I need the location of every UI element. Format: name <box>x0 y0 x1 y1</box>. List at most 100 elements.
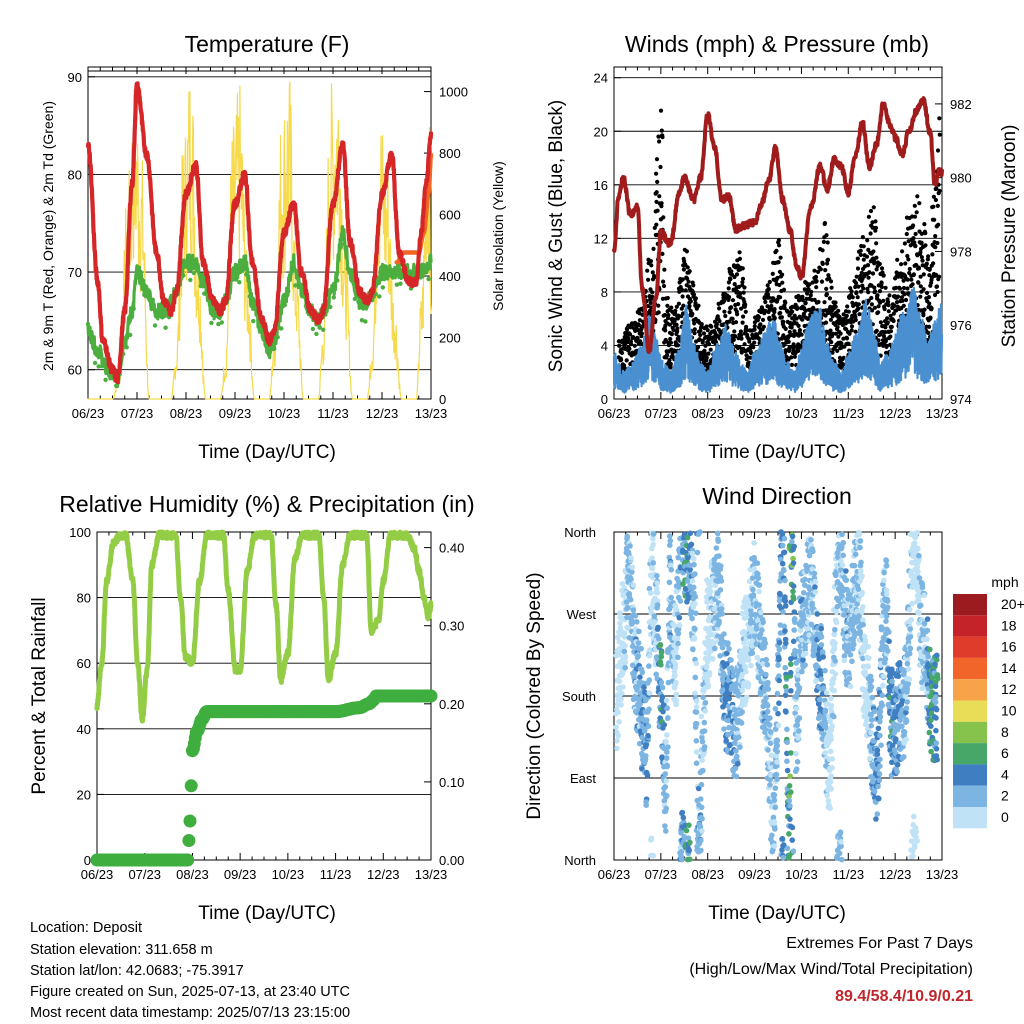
gust-point <box>935 240 940 246</box>
gust-point <box>906 257 911 262</box>
gust-point <box>646 277 651 282</box>
direction-point <box>796 728 802 734</box>
direction-point <box>692 600 698 607</box>
temperature-ytick-right-label: 600 <box>439 208 461 223</box>
gust-point <box>791 345 796 350</box>
direction-point <box>822 750 829 756</box>
direction-point <box>802 576 808 583</box>
gust-point <box>874 255 879 260</box>
temperature-xlabel: Time (Day/UTC) <box>198 442 336 463</box>
gust-point <box>920 258 925 263</box>
gust-point <box>772 316 777 321</box>
direction-point <box>677 598 684 604</box>
gust-point <box>806 287 811 292</box>
direction-point <box>790 583 797 589</box>
gust-point <box>648 300 653 305</box>
direction-point <box>843 568 849 574</box>
dewpoint-2m-point <box>251 318 256 324</box>
gust-point <box>874 241 879 246</box>
humidity-ytick-label: 40 <box>77 722 91 737</box>
gust-point <box>899 262 904 267</box>
gust-point <box>744 328 750 333</box>
direction-point <box>787 816 793 822</box>
humidity-ytick-right-label: 0.20 <box>439 697 464 712</box>
direction-point <box>673 645 680 652</box>
direction-point <box>832 626 838 633</box>
temperature-ylabel-left: 2m & 9m T (Red, Orange) & 2m Td (Green) <box>40 101 56 371</box>
direction-point <box>849 658 855 665</box>
direction-point <box>771 820 777 826</box>
temperature-ytick-right-label: 400 <box>439 269 461 284</box>
gust-point <box>741 290 746 295</box>
direction-point <box>691 635 698 642</box>
direction-point <box>656 636 662 642</box>
direction-point <box>712 645 718 652</box>
direction-point <box>818 676 824 683</box>
gust-point <box>652 225 657 230</box>
direction-point <box>784 726 790 733</box>
direction-xtick-label: 06/23 <box>598 867 631 882</box>
direction-point <box>840 552 846 559</box>
gust-point <box>901 303 906 308</box>
direction-point <box>808 537 814 543</box>
gust-point <box>740 276 746 281</box>
gust-point <box>700 338 705 343</box>
winds-ylabel-right: Station Pressure (Maroon) <box>999 125 1020 348</box>
humidity-xtick-label: 12/23 <box>367 867 400 882</box>
gust-point <box>829 285 834 290</box>
direction-point <box>705 683 712 690</box>
direction-point <box>635 653 641 659</box>
gust-point <box>701 331 707 336</box>
gust-point <box>822 300 827 305</box>
direction-point <box>883 587 890 594</box>
direction-point <box>820 654 826 660</box>
gust-point <box>902 292 907 297</box>
gust-point <box>816 269 821 274</box>
gust-point <box>931 204 936 209</box>
direction-point <box>765 686 772 692</box>
direction-point <box>721 631 727 637</box>
direction-point <box>886 638 892 645</box>
gust-point <box>795 306 800 311</box>
direction-point <box>764 708 771 715</box>
gust-point <box>636 323 642 328</box>
dewpoint-2m-point <box>391 275 396 280</box>
gust-point <box>921 272 926 277</box>
gust-point <box>654 222 659 227</box>
gust-point <box>684 249 690 254</box>
direction-xlabel: Time (Day/UTC) <box>708 903 846 924</box>
humidity-ytick-label: 60 <box>77 656 91 671</box>
gust-point <box>819 279 825 284</box>
direction-point <box>789 837 795 843</box>
direction-point <box>818 625 825 632</box>
direction-point <box>899 698 906 704</box>
gust-point <box>902 241 908 246</box>
direction-point <box>651 613 658 619</box>
direction-point <box>686 822 692 828</box>
direction-point <box>622 653 629 660</box>
gust-point <box>658 164 663 170</box>
gust-point <box>911 236 916 241</box>
gust-point <box>886 309 891 314</box>
gust-point <box>855 266 861 271</box>
gust-point <box>665 295 670 301</box>
winds-xtick-label: 13/23 <box>926 406 959 421</box>
gust-point <box>637 318 643 323</box>
direction-point <box>629 564 636 571</box>
gust-point <box>900 249 905 254</box>
direction-ytick-label: North <box>564 525 596 540</box>
direction-point <box>798 623 805 629</box>
gust-point <box>872 261 877 266</box>
gust-point <box>635 327 641 333</box>
dewpoint-2m-point <box>286 289 291 294</box>
direction-point <box>662 771 668 777</box>
direction-point <box>647 590 654 596</box>
gust-point <box>722 309 727 314</box>
direction-point <box>782 628 788 634</box>
gust-point <box>727 319 732 324</box>
direction-point <box>877 756 883 763</box>
direction-point <box>658 653 665 660</box>
direction-point <box>875 725 882 732</box>
gust-point <box>651 246 656 251</box>
direction-point <box>847 652 854 658</box>
